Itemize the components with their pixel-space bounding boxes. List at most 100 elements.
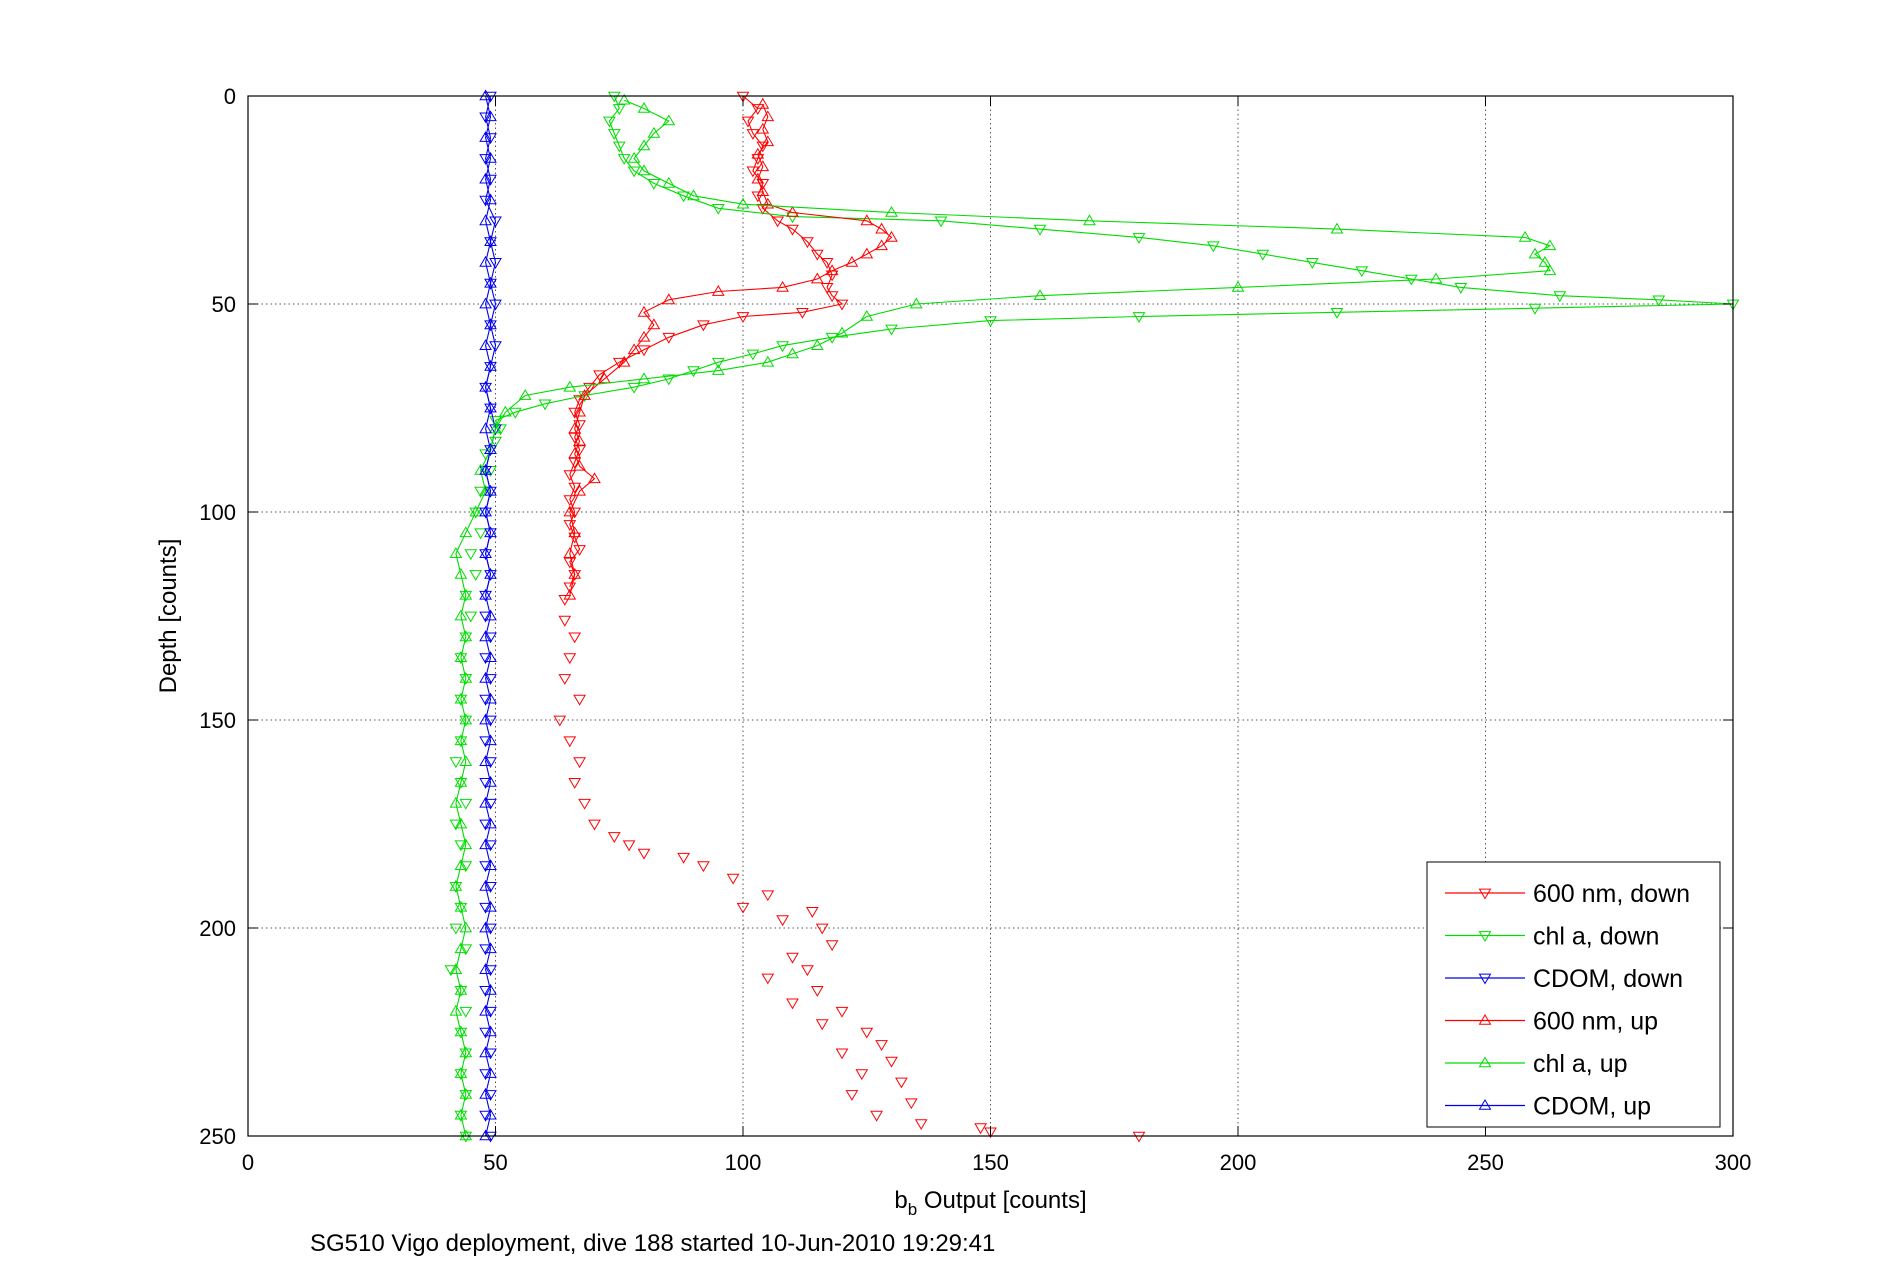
data-point (538, 399, 552, 411)
data-point (479, 653, 492, 665)
data-point (459, 671, 473, 683)
data-point (449, 923, 463, 935)
data-point (815, 1019, 829, 1031)
data-point (479, 339, 492, 350)
y-tick-label: 200 (199, 916, 236, 941)
data-point (454, 1108, 468, 1120)
data-point (489, 422, 502, 434)
data-point (1132, 233, 1146, 244)
data-point (459, 755, 473, 766)
data-point (885, 1056, 898, 1068)
data-point (479, 422, 492, 434)
data-point (563, 547, 577, 558)
data-point (454, 567, 468, 579)
data-point (454, 694, 468, 706)
data-point (563, 557, 577, 569)
data-point (479, 89, 492, 101)
data-point (553, 715, 567, 727)
x-axis-label: bb Output [counts] (894, 1187, 1086, 1219)
data-point (479, 131, 492, 142)
x-axis-label-rest: Output [counts] (917, 1187, 1086, 1214)
data-point (449, 879, 463, 891)
data-point (479, 861, 492, 873)
data-point (746, 166, 760, 178)
data-point (479, 507, 492, 519)
data-point (484, 632, 497, 644)
data-point (459, 715, 473, 727)
data-point (479, 112, 492, 124)
data-point (835, 1048, 849, 1060)
data-point (805, 907, 819, 918)
data-point (776, 341, 789, 353)
data-point (484, 757, 497, 769)
data-point (444, 965, 458, 977)
data-point (588, 819, 601, 831)
data-point (776, 915, 789, 927)
data-point (484, 983, 497, 995)
y-tick-label: 50 (212, 292, 236, 317)
data-point (1543, 239, 1557, 251)
data-point (484, 798, 497, 810)
data-point (484, 1090, 497, 1101)
data-point (568, 570, 582, 581)
data-point (796, 308, 809, 319)
data-point (573, 757, 586, 769)
data-point (810, 249, 824, 261)
data-point (578, 389, 591, 400)
x-tick-label: 200 (1220, 1150, 1257, 1175)
data-point (1330, 222, 1344, 234)
data-point (1033, 289, 1047, 300)
data-point (563, 582, 577, 594)
data-point (484, 359, 497, 371)
data-point (484, 445, 497, 457)
data-point (1256, 249, 1270, 261)
x-axis-label-subscript: b (908, 1200, 917, 1219)
data-point (563, 588, 577, 600)
data-point (860, 1027, 874, 1039)
data-point (1231, 280, 1245, 292)
data-point (479, 1069, 492, 1081)
data-point (479, 297, 492, 309)
data-point (662, 332, 676, 344)
y-tick-label: 250 (199, 1124, 236, 1149)
data-point (885, 324, 898, 336)
data-point (484, 151, 497, 163)
data-point (479, 611, 492, 623)
data-point (1543, 264, 1557, 276)
data-point (627, 343, 641, 355)
data-point (454, 653, 468, 665)
data-point (454, 859, 468, 870)
data-point (474, 486, 487, 498)
legend-marker (1478, 888, 1492, 900)
data-point (469, 507, 483, 519)
data-point (1132, 312, 1146, 323)
data-point (761, 973, 775, 985)
data-point (647, 179, 661, 190)
data-point (568, 432, 582, 444)
data-point (756, 204, 770, 215)
series-2 (479, 91, 502, 1143)
data-point (825, 332, 839, 344)
data-point (479, 549, 492, 561)
legend: 600 nm, down chl a, down CDOM, down 600 nm,… (1426, 861, 1721, 1128)
data-point (479, 380, 492, 392)
data-point (870, 1110, 883, 1122)
series-3 (563, 97, 898, 600)
legend-marker (1478, 1014, 1492, 1025)
data-point (489, 299, 502, 311)
data-point (573, 484, 586, 496)
data-point (786, 224, 799, 236)
data-point (489, 258, 502, 269)
data-point (820, 283, 834, 294)
x-tick-label: 150 (972, 1150, 1009, 1175)
series-5 (479, 89, 497, 1141)
data-point (1518, 230, 1532, 242)
data-point (489, 424, 502, 436)
data-point (479, 986, 492, 997)
data-point (637, 372, 651, 384)
data-point (454, 692, 468, 704)
data-point (454, 840, 468, 852)
series-line (569, 104, 893, 596)
data-point (751, 104, 765, 115)
data-point (885, 206, 898, 217)
